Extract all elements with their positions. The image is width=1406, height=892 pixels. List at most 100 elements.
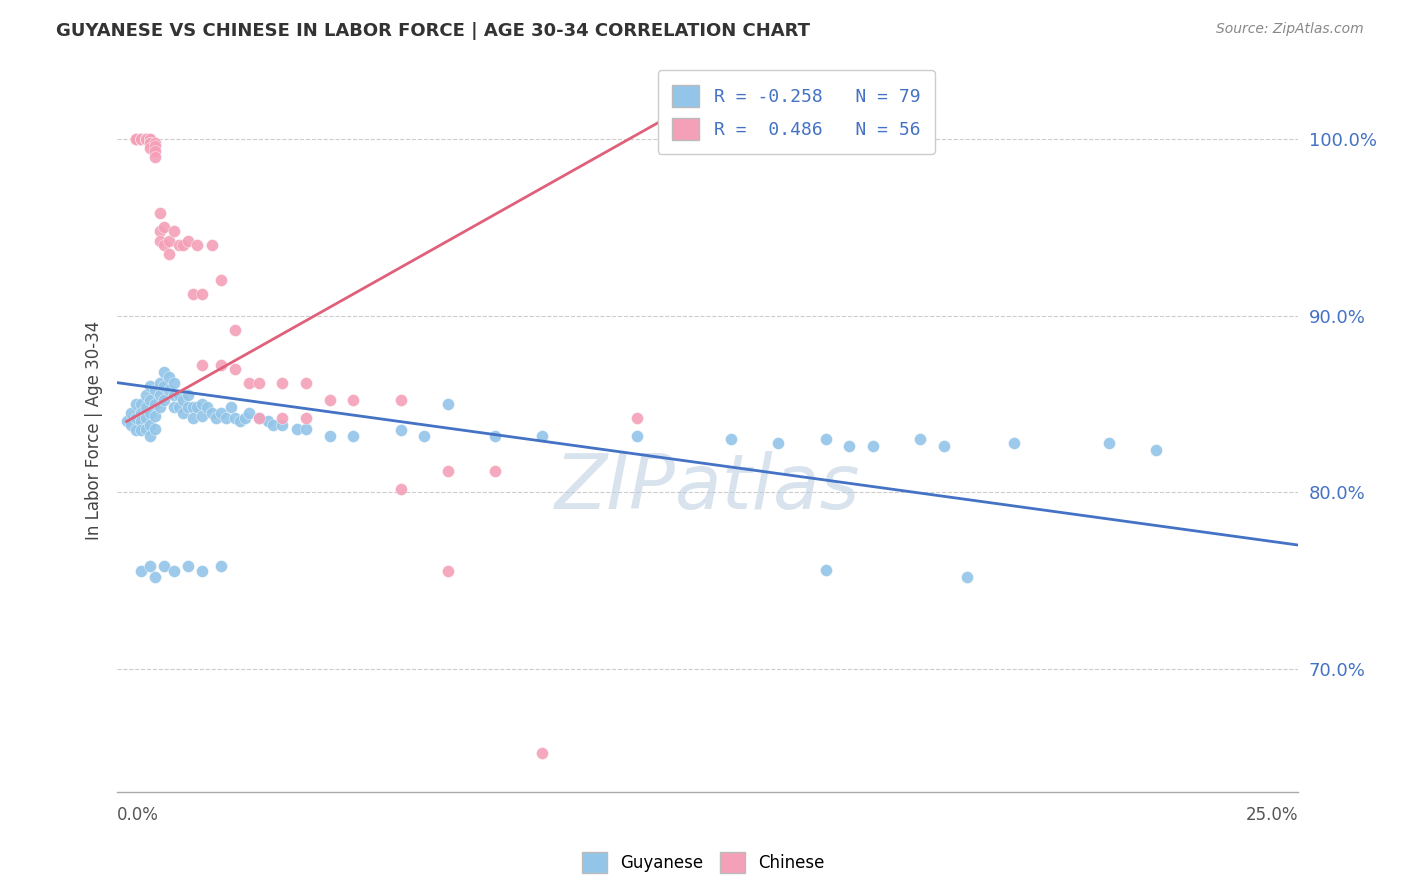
Point (172, 238, 194, 252)
Point (271, 376, 294, 390)
Point (135, 132, 157, 146)
Point (201, 406, 224, 420)
Point (172, 406, 194, 420)
Point (531, 428, 554, 442)
Point (143, 570, 166, 584)
Point (186, 238, 208, 252)
Point (125, 411, 148, 425)
Point (153, 379, 176, 393)
Point (139, 379, 162, 393)
Point (129, 132, 152, 146)
Point (238, 406, 260, 420)
Point (191, 358, 214, 372)
Point (139, 141, 162, 155)
Point (157, 235, 180, 249)
Point (129, 406, 152, 420)
Point (139, 417, 162, 432)
Point (139, 393, 162, 408)
Point (201, 238, 224, 252)
Point (135, 132, 157, 146)
Point (1144, 442, 1167, 457)
Point (149, 206, 172, 220)
Point (1004, 435, 1026, 450)
Point (191, 409, 214, 424)
Point (956, 570, 979, 584)
Point (195, 401, 218, 415)
Point (191, 397, 214, 411)
Point (163, 224, 186, 238)
Point (167, 238, 190, 252)
Point (224, 323, 246, 337)
Point (209, 406, 232, 420)
Point (157, 247, 180, 261)
Point (135, 388, 157, 402)
Point (247, 376, 270, 390)
Point (295, 376, 318, 390)
Point (157, 370, 180, 384)
Point (129, 423, 152, 437)
Point (163, 565, 186, 579)
Point (153, 365, 176, 379)
Point (215, 411, 238, 425)
Point (342, 393, 364, 408)
Point (115, 415, 138, 429)
Point (139, 132, 162, 146)
Point (139, 406, 162, 420)
Point (205, 411, 228, 425)
Point (125, 132, 148, 146)
Point (209, 273, 232, 287)
Point (153, 220, 176, 235)
Point (139, 132, 162, 146)
Point (135, 401, 157, 415)
Point (186, 401, 208, 415)
Point (177, 559, 200, 574)
Legend: R = -0.258   N = 79, R =  0.486   N = 56: R = -0.258 N = 79, R = 0.486 N = 56 (658, 70, 935, 154)
Point (224, 361, 246, 376)
Point (149, 376, 172, 390)
Point (129, 565, 152, 579)
Point (436, 397, 458, 411)
Point (768, 435, 790, 450)
Point (167, 401, 190, 415)
Point (720, 432, 742, 446)
Point (484, 464, 506, 478)
Point (342, 428, 364, 442)
Point (149, 388, 172, 402)
Point (125, 423, 148, 437)
Point (531, 746, 554, 760)
Point (229, 415, 252, 429)
Point (932, 439, 955, 453)
Point (626, 428, 648, 442)
Point (219, 401, 242, 415)
Point (177, 235, 200, 249)
Point (153, 559, 176, 574)
Point (238, 376, 260, 390)
Point (626, 411, 648, 425)
Point (436, 565, 458, 579)
Text: 25.0%: 25.0% (1246, 806, 1298, 824)
Point (484, 428, 506, 442)
Text: GUYANESE VS CHINESE IN LABOR FORCE | AGE 30-34 CORRELATION CHART: GUYANESE VS CHINESE IN LABOR FORCE | AGE… (56, 22, 810, 40)
Y-axis label: In Labor Force | Age 30-34: In Labor Force | Age 30-34 (86, 321, 103, 540)
Point (125, 397, 148, 411)
Point (143, 150, 166, 164)
Point (262, 417, 284, 432)
Point (129, 132, 152, 146)
Point (163, 401, 186, 415)
Point (257, 415, 280, 429)
Point (177, 401, 200, 415)
Point (149, 224, 172, 238)
Point (129, 397, 152, 411)
Point (139, 428, 162, 442)
Point (172, 393, 194, 408)
Point (125, 132, 148, 146)
Point (153, 393, 176, 408)
Point (191, 287, 214, 301)
Point (167, 388, 190, 402)
Point (143, 136, 166, 150)
Point (1098, 435, 1121, 450)
Point (295, 411, 318, 425)
Point (135, 411, 157, 425)
Point (271, 411, 294, 425)
Point (157, 383, 180, 397)
